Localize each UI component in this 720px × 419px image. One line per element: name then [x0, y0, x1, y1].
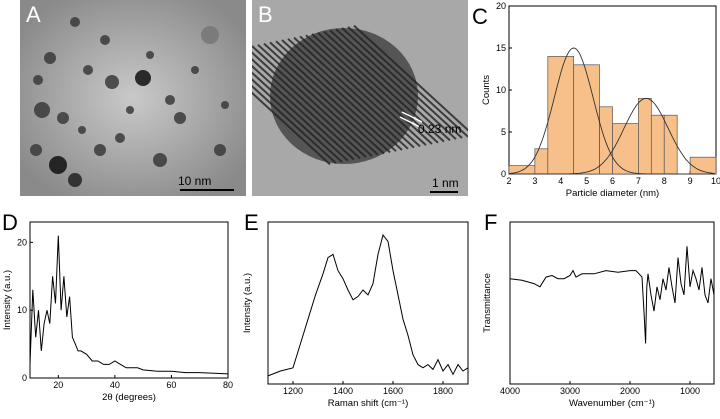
histogram-bar — [638, 98, 652, 175]
x-tick-label: 10 — [711, 176, 720, 186]
lattice-fringe — [299, 35, 421, 148]
panel-label-c: C — [472, 4, 488, 29]
x-tick-label: 6 — [610, 176, 615, 186]
x-tick-label: 1400 — [333, 386, 353, 396]
histogram-bar — [650, 114, 665, 175]
lattice-fringe — [323, 30, 445, 143]
y-tick-label: 5 — [501, 127, 506, 137]
x-tick-label: 8 — [662, 176, 667, 186]
raman-spectrum-line — [267, 233, 469, 377]
panel-label-b: B — [258, 2, 273, 27]
scale-bar-label-a: 10 nm — [178, 174, 212, 188]
chart-d-xrd: 20 40 60 80 0 10 20 2θ (degrees) Intensity (a.u.… — [2, 221, 233, 403]
scale-bar-a — [180, 189, 234, 191]
histogram-bar — [612, 123, 639, 175]
y-tick-label: 20 — [496, 1, 506, 11]
histogram-bar — [547, 56, 575, 175]
y-tick-label: 0 — [22, 373, 27, 383]
panel-label-a: A — [26, 2, 41, 27]
histogram-bar — [573, 64, 600, 175]
lattice-fringe — [252, 78, 343, 163]
tem-particles — [20, 0, 246, 196]
chart-f-ftir: 4000 3000 2000 1000 Wavenumber (cm⁻¹) Transmi… — [482, 221, 715, 409]
panel-label-e: E — [244, 210, 259, 235]
x-tick-label: 2000 — [620, 386, 640, 396]
lattice-fringe — [269, 41, 391, 154]
lattice-fringe — [252, 71, 349, 162]
ftir-spectrum-line — [509, 246, 715, 344]
lattice-fringe — [305, 34, 427, 146]
panel-label-d: D — [2, 210, 18, 235]
x-axis-title: Raman shift (cm⁻¹) — [328, 398, 409, 409]
lattice-fringe — [347, 26, 468, 138]
panel-a-tem-image: A 10 nm — [20, 0, 246, 196]
plot-frame — [509, 221, 715, 385]
gaussian-fit-2 — [509, 97, 715, 175]
x-axis-title: Particle diameter (nm) — [566, 188, 659, 199]
panel-b-hrtem-image: B 0.23 nm 1 nm — [252, 0, 468, 196]
lattice-fringe — [263, 42, 385, 155]
y-axis-title: Intensity (a.u.) — [2, 270, 13, 330]
lattice-fringe — [287, 38, 409, 150]
lattice-fringe — [252, 58, 361, 160]
x-tick-label: 4000 — [500, 386, 520, 396]
scale-bar-label-b: 1 nm — [432, 176, 459, 190]
lattice-fringe — [353, 24, 468, 132]
x-tick-label: 3 — [532, 176, 537, 186]
x-tick-label: 40 — [110, 380, 120, 390]
lattice-fringe — [275, 40, 397, 152]
gaussian-fit-1 — [508, 47, 715, 175]
x-tick-label: 7 — [636, 176, 641, 186]
y-tick-label: 10 — [17, 305, 27, 315]
panel-label-f: F — [484, 210, 498, 235]
lattice-fringe — [252, 91, 331, 166]
lattice-fringe — [257, 44, 379, 156]
y-axis-title: Intensity (a.u.) — [242, 273, 253, 333]
y-tick-label: 20 — [17, 237, 27, 247]
lattice-fringe — [293, 36, 415, 149]
x-tick-label: 9 — [688, 176, 693, 186]
y-tick-label: 15 — [496, 43, 506, 53]
x-tick-label: 1600 — [383, 386, 403, 396]
lattice-fringe — [317, 32, 439, 144]
x-tick-label: 5 — [584, 176, 589, 186]
x-tick-label: 1800 — [433, 386, 453, 396]
lattice-spacing-annotation: 0.23 nm — [418, 122, 462, 136]
x-tick-label: 1200 — [283, 386, 303, 396]
chart-c-size-histogram: 2 3 4 5 6 7 8 9 10 0 5 10 15 20 Particle diameter (nm)… — [481, 1, 720, 199]
lattice-fringe — [281, 39, 403, 151]
y-axis-title: Counts — [481, 75, 492, 105]
lattice-fringe — [252, 84, 337, 164]
lattice-fringe — [252, 64, 355, 161]
lattice-fringe — [341, 27, 463, 139]
x-tick-label: 80 — [223, 380, 233, 390]
x-tick-label: 1000 — [680, 386, 700, 396]
y-axis-title: Transmittance — [482, 273, 493, 333]
y-tick-label: 10 — [496, 85, 506, 95]
lattice-fringe — [311, 33, 433, 145]
y-tick-label: 0 — [501, 169, 506, 179]
lattice-fringe — [335, 28, 457, 140]
chart-e-raman: 1200 1400 1600 1800 Raman shift (cm⁻¹) Intens… — [242, 221, 469, 409]
x-axis-title: Wavenumber (cm⁻¹) — [569, 398, 655, 409]
x-tick-label: 20 — [53, 380, 63, 390]
x-axis-title: 2θ (degrees) — [102, 392, 156, 403]
lattice-fringes — [252, 0, 468, 196]
xrd-pattern-line — [29, 235, 229, 375]
plot-frame — [267, 221, 469, 385]
lattice-fringe — [329, 29, 451, 142]
x-tick-label: 4 — [558, 176, 563, 186]
lattice-fringe — [252, 51, 367, 158]
lattice-fringe — [252, 45, 373, 157]
x-tick-label: 3000 — [560, 386, 580, 396]
plot-frame — [29, 221, 229, 379]
x-tick-label: 60 — [166, 380, 176, 390]
scale-bar-b — [430, 191, 458, 193]
x-tick-label: 2 — [506, 176, 511, 186]
